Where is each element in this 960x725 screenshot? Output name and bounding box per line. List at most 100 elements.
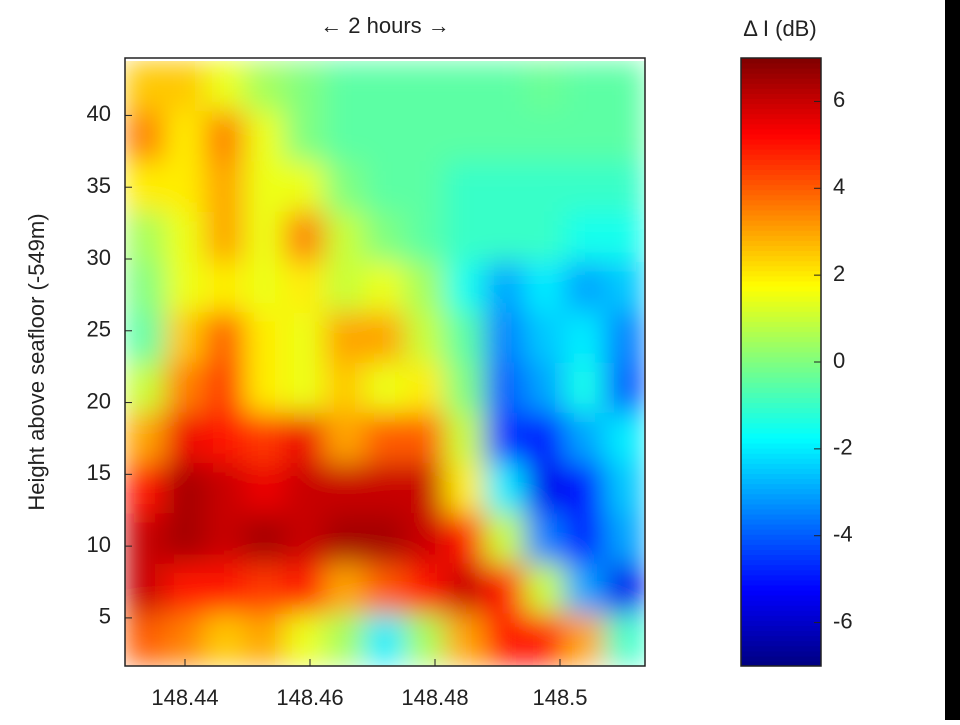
- heatmap-cell: [164, 412, 206, 465]
- colorbar-swatch: [741, 579, 821, 586]
- colorbar-swatch: [741, 437, 821, 444]
- heatmap-cell: [484, 61, 526, 113]
- heatmap-cell: [564, 613, 606, 666]
- colorbar-swatch: [741, 87, 821, 94]
- heatmap-cell: [324, 613, 366, 666]
- heatmap-cell: [244, 362, 286, 414]
- heatmap-cell: [364, 412, 406, 465]
- heatmap-cell: [204, 412, 246, 465]
- heatmap-cell: [444, 463, 486, 515]
- heatmap-cell: [324, 463, 366, 515]
- heatmap-cell: [524, 262, 566, 314]
- heatmap-cell: [204, 513, 246, 565]
- colorbar-swatch: [741, 204, 821, 211]
- heatmap-cell: [404, 412, 446, 465]
- y-tick-label: 40: [87, 101, 111, 126]
- heatmap-cell: [564, 111, 606, 163]
- colorbar-swatch: [741, 118, 821, 125]
- colorbar-swatch: [741, 589, 821, 596]
- x-tick-label: 148.5: [532, 685, 587, 710]
- heatmap-cell: [244, 563, 286, 615]
- heatmap-cells: [125, 61, 645, 666]
- colorbar-swatch: [741, 543, 821, 550]
- colorbar-swatch: [741, 594, 821, 601]
- heatmap-cell: [324, 312, 366, 364]
- colorbar-swatch: [741, 645, 821, 652]
- heatmap-cell: [284, 412, 326, 465]
- colorbar-swatch: [741, 498, 821, 505]
- colorbar-swatch: [741, 199, 821, 206]
- colorbar-swatch: [741, 174, 821, 181]
- colorbar-swatch: [741, 108, 821, 115]
- heatmap-cell: [204, 262, 246, 314]
- colorbar-swatch: [741, 275, 821, 282]
- y-axis-label: Height above seafloor (-549m): [24, 213, 49, 510]
- colorbar-tick-label: 4: [833, 174, 845, 199]
- heatmap-cell: [484, 412, 526, 465]
- colorbar-swatch: [741, 650, 821, 657]
- heatmap-cell: [284, 362, 326, 414]
- colorbar-swatch: [741, 660, 821, 667]
- colorbar-swatch: [741, 270, 821, 277]
- heatmap-cell: [284, 211, 326, 264]
- heatmap-cell: [484, 312, 526, 364]
- heatmap-cell: [404, 362, 446, 414]
- heatmap-cell: [364, 262, 406, 314]
- colorbar-swatch: [741, 194, 821, 201]
- colorbar-swatch: [741, 366, 821, 373]
- colorbar-swatch: [741, 234, 821, 241]
- heatmap-cell: [164, 513, 206, 565]
- heatmap-cell: [564, 513, 606, 565]
- colorbar-swatch: [741, 153, 821, 160]
- y-tick-label: 10: [87, 532, 111, 557]
- y-tick-label: 35: [87, 173, 111, 198]
- colorbar-tick-label: -2: [833, 435, 853, 460]
- heatmap-cell: [524, 61, 566, 113]
- colorbar-swatch: [741, 599, 821, 606]
- colorbar-swatch: [741, 290, 821, 297]
- heatmap-cell: [125, 412, 166, 465]
- heatmap-cell: [364, 513, 406, 565]
- colorbar-swatch: [741, 92, 821, 100]
- heatmap-cell: [125, 111, 166, 163]
- heatmap-cell: [524, 362, 566, 414]
- heatmap-cell: [284, 613, 326, 666]
- colorbar-swatch: [741, 295, 821, 302]
- heatmap-cell: [484, 563, 526, 615]
- heatmap-cell: [604, 211, 645, 264]
- colorbar-swatch: [741, 168, 821, 176]
- annotation: ← 2 hours →: [320, 13, 450, 38]
- colorbar-swatch: [741, 255, 821, 262]
- colorbar-swatch: [741, 533, 821, 540]
- colorbar-swatch: [741, 518, 821, 525]
- heatmap-cell: [244, 262, 286, 314]
- heatmap-cell: [284, 262, 326, 314]
- heatmap-cell: [404, 463, 446, 515]
- heatmap-cell: [564, 312, 606, 364]
- heatmap-cell: [404, 111, 446, 163]
- heatmap-cell: [284, 111, 326, 163]
- heatmap-cell: [204, 111, 246, 163]
- colorbar-swatch: [741, 548, 821, 556]
- colorbar-swatch: [741, 640, 821, 647]
- heatmap-cell: [204, 61, 246, 113]
- colorbar-tick-label: 0: [833, 348, 845, 373]
- colorbar-swatch: [741, 239, 821, 246]
- heatmap-cell: [244, 463, 286, 515]
- heatmap-cell: [204, 211, 246, 264]
- colorbar-swatch: [741, 655, 821, 662]
- heatmap-cell: [444, 613, 486, 666]
- heatmap-cell: [564, 211, 606, 264]
- colorbar-swatch: [741, 604, 821, 611]
- colorbar-swatch: [741, 619, 821, 626]
- heatmap-cell: [324, 563, 366, 615]
- heatmap-cell: [444, 412, 486, 465]
- colorbar-swatch: [741, 407, 821, 414]
- colorbar-swatch: [741, 614, 821, 621]
- heatmap-cell: [204, 161, 246, 213]
- heatmap-cell: [404, 262, 446, 314]
- colorbar-swatch: [741, 402, 821, 409]
- colorbar-swatch: [741, 326, 821, 333]
- heatmap-cell: [524, 211, 566, 264]
- colorbar-swatch: [741, 584, 821, 591]
